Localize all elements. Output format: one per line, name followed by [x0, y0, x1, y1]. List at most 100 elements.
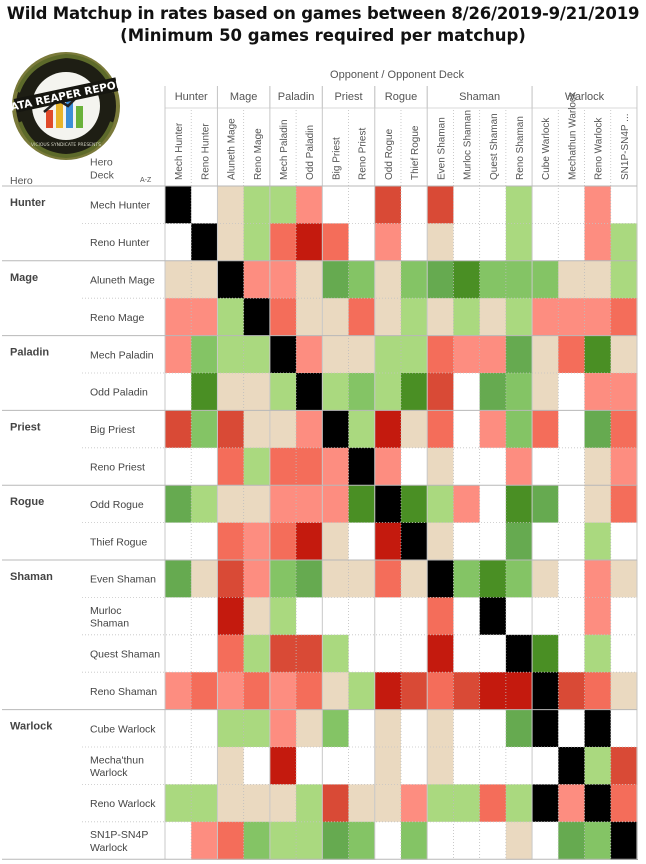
cell-12-13 — [505, 634, 533, 673]
cell-6-14 — [532, 410, 559, 449]
row-group-mage: Mage — [10, 272, 38, 284]
cell-4-15 — [558, 335, 586, 374]
col-header-8: Odd Rogue — [384, 128, 395, 180]
cell-7-12 — [479, 447, 507, 486]
cell-5-12 — [479, 373, 507, 411]
cell-0-1 — [191, 186, 219, 224]
cell-11-9 — [400, 597, 428, 636]
cell-6-6 — [322, 410, 350, 449]
cell-1-8 — [374, 223, 402, 262]
cell-2-11 — [453, 260, 481, 299]
cell-3-15 — [558, 298, 586, 337]
cell-8-10 — [427, 485, 455, 524]
row-header-11: Murloc Shaman — [90, 605, 129, 630]
cell-10-5 — [296, 560, 323, 598]
cell-5-16 — [584, 373, 612, 411]
cell-0-7 — [348, 186, 376, 224]
col-header-3: Reno Mage — [253, 128, 264, 180]
cell-9-10 — [427, 522, 455, 561]
cell-14-1 — [191, 709, 219, 748]
cell-3-2 — [217, 298, 245, 337]
cell-16-10 — [427, 784, 455, 823]
cell-8-1 — [191, 485, 219, 524]
col-group-paladin: Paladin — [278, 91, 315, 103]
cell-1-16 — [584, 223, 612, 262]
cell-7-14 — [532, 447, 559, 486]
cell-9-5 — [296, 522, 323, 561]
cell-4-7 — [348, 335, 376, 374]
cell-15-13 — [505, 747, 533, 785]
col-group-hunter: Hunter — [175, 91, 208, 103]
row-header-1: Reno Hunter — [90, 237, 150, 249]
cell-7-17 — [610, 447, 638, 486]
col-header-11: Murloc Shaman — [463, 110, 474, 180]
cell-7-7 — [348, 447, 376, 486]
cell-12-16 — [584, 634, 612, 673]
cell-10-12 — [479, 560, 507, 598]
cell-11-8 — [374, 597, 402, 636]
cell-14-0 — [165, 709, 192, 748]
cell-10-6 — [322, 560, 350, 598]
cell-14-13 — [505, 709, 533, 748]
chart-title-line-1: Wild Matchup in rates based on games bet… — [6, 4, 640, 23]
cell-3-4 — [269, 298, 297, 337]
cell-7-13 — [505, 447, 533, 486]
cell-9-6 — [322, 522, 350, 561]
cell-2-4 — [269, 260, 297, 299]
cell-6-16 — [584, 410, 612, 449]
cell-11-12 — [479, 597, 507, 636]
cell-6-4 — [269, 410, 297, 449]
cell-15-1 — [191, 747, 219, 785]
cell-14-9 — [400, 709, 428, 748]
row-header-0: Mech Hunter — [90, 200, 151, 212]
cell-11-2 — [217, 597, 245, 636]
cell-17-11 — [453, 821, 481, 860]
cell-6-15 — [558, 410, 586, 449]
cell-0-16 — [584, 186, 612, 224]
cell-4-10 — [427, 335, 455, 374]
cell-12-7 — [348, 634, 376, 673]
cell-13-1 — [191, 672, 219, 711]
cell-0-2 — [217, 186, 245, 224]
cell-10-11 — [453, 560, 481, 598]
row-group-warlock: Warlock — [10, 721, 53, 733]
cell-12-5 — [296, 634, 323, 673]
cell-16-6 — [322, 784, 350, 823]
cell-14-7 — [348, 709, 376, 748]
row-header-9: Thief Rogue — [90, 536, 147, 548]
cell-5-1 — [191, 373, 219, 411]
cell-5-2 — [217, 373, 245, 411]
cell-1-13 — [505, 223, 533, 262]
cell-13-2 — [217, 672, 245, 711]
cell-13-10 — [427, 672, 455, 711]
cell-13-17 — [610, 672, 638, 711]
cell-17-7 — [348, 821, 376, 860]
cell-10-15 — [558, 560, 586, 598]
cell-17-13 — [505, 821, 533, 860]
col-header-10: Even Shaman — [436, 117, 447, 180]
cell-3-7 — [348, 298, 376, 337]
cell-9-2 — [217, 522, 245, 561]
cell-14-8 — [374, 709, 402, 748]
cell-11-10 — [427, 597, 455, 636]
cell-9-1 — [191, 522, 219, 561]
cell-14-16 — [584, 709, 612, 748]
row-header-7: Reno Priest — [90, 462, 145, 474]
row-group-rogue: Rogue — [10, 496, 44, 508]
cell-8-3 — [243, 485, 271, 524]
cell-0-10 — [427, 186, 455, 224]
cell-10-13 — [505, 560, 533, 598]
cell-12-15 — [558, 634, 586, 673]
cell-16-14 — [532, 784, 559, 823]
col-header-17: SN1P-SN4P ... — [620, 113, 631, 180]
cell-4-5 — [296, 335, 323, 374]
cell-10-2 — [217, 560, 245, 598]
cell-14-4 — [269, 709, 297, 748]
cell-13-8 — [374, 672, 402, 711]
cell-2-1 — [191, 260, 219, 299]
cell-8-11 — [453, 485, 481, 524]
cell-12-2 — [217, 634, 245, 673]
cell-4-0 — [165, 335, 192, 374]
cell-12-4 — [269, 634, 297, 673]
